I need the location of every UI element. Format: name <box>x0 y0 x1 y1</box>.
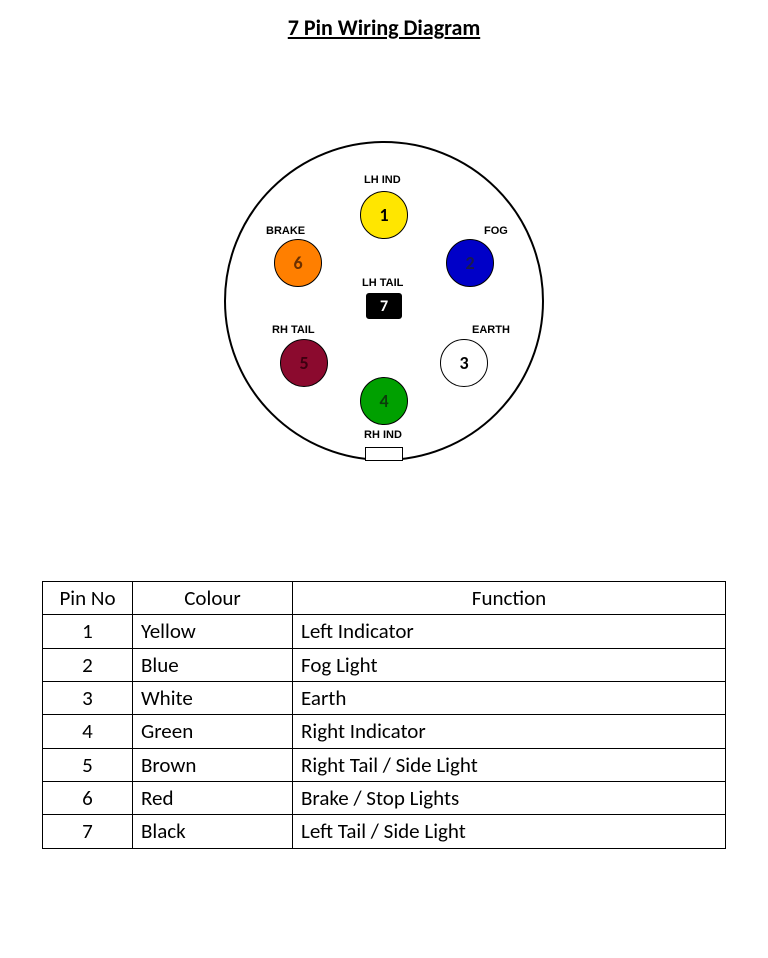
pin-label-5: RH TAIL <box>272 324 315 336</box>
pin-table: Pin No Colour Function 1YellowLeft Indic… <box>42 581 726 849</box>
connector-notch <box>365 447 403 461</box>
pin-label-2: FOG <box>484 225 508 237</box>
col-colour: Colour <box>133 582 293 615</box>
cell-pinno: 2 <box>43 648 133 681</box>
table-row: 1YellowLeft Indicator <box>43 615 726 648</box>
cell-colour: Yellow <box>133 615 293 648</box>
cell-pinno: 3 <box>43 682 133 715</box>
pin-7: 7 <box>366 293 402 319</box>
cell-colour: Green <box>133 715 293 748</box>
cell-pinno: 6 <box>43 782 133 815</box>
cell-function: Brake / Stop Lights <box>293 782 726 815</box>
cell-function: Earth <box>293 682 726 715</box>
table-row: 6RedBrake / Stop Lights <box>43 782 726 815</box>
pin-label-1: LH IND <box>364 174 401 186</box>
table-row: 4GreenRight Indicator <box>43 715 726 748</box>
cell-pinno: 1 <box>43 615 133 648</box>
col-function: Function <box>293 582 726 615</box>
diagram-container: LH IND 1 FOG 2 EARTH 3 RH IND 4 RH TAIL 5 BRAKE 6 LH… <box>0 141 768 461</box>
cell-pinno: 7 <box>43 815 133 848</box>
page-title: 7 Pin Wiring Diagram <box>0 0 768 41</box>
pin-label-3: EARTH <box>472 324 510 336</box>
pin-3: 3 <box>440 339 488 387</box>
cell-function: Right Indicator <box>293 715 726 748</box>
pin-label-4: RH IND <box>364 429 402 441</box>
table-row: 2BlueFog Light <box>43 648 726 681</box>
pin-label-7: LH TAIL <box>362 277 403 289</box>
connector-diagram: LH IND 1 FOG 2 EARTH 3 RH IND 4 RH TAIL 5 BRAKE 6 LH… <box>224 141 544 461</box>
cell-function: Left Indicator <box>293 615 726 648</box>
pin-6: 6 <box>274 239 322 287</box>
pin-1: 1 <box>360 191 408 239</box>
pin-label-6: BRAKE <box>266 225 305 237</box>
pin-table-container: Pin No Colour Function 1YellowLeft Indic… <box>0 581 768 849</box>
table-row: 3WhiteEarth <box>43 682 726 715</box>
cell-pinno: 5 <box>43 748 133 781</box>
cell-function: Right Tail / Side Light <box>293 748 726 781</box>
cell-pinno: 4 <box>43 715 133 748</box>
cell-colour: Red <box>133 782 293 815</box>
cell-colour: Black <box>133 815 293 848</box>
pin-2: 2 <box>446 239 494 287</box>
cell-colour: Blue <box>133 648 293 681</box>
pin-4: 4 <box>360 377 408 425</box>
table-row: 7BlackLeft Tail / Side Light <box>43 815 726 848</box>
cell-function: Left Tail / Side Light <box>293 815 726 848</box>
cell-colour: White <box>133 682 293 715</box>
table-header-row: Pin No Colour Function <box>43 582 726 615</box>
cell-function: Fog Light <box>293 648 726 681</box>
cell-colour: Brown <box>133 748 293 781</box>
pin-5: 5 <box>280 339 328 387</box>
table-row: 5BrownRight Tail / Side Light <box>43 748 726 781</box>
col-pinno: Pin No <box>43 582 133 615</box>
